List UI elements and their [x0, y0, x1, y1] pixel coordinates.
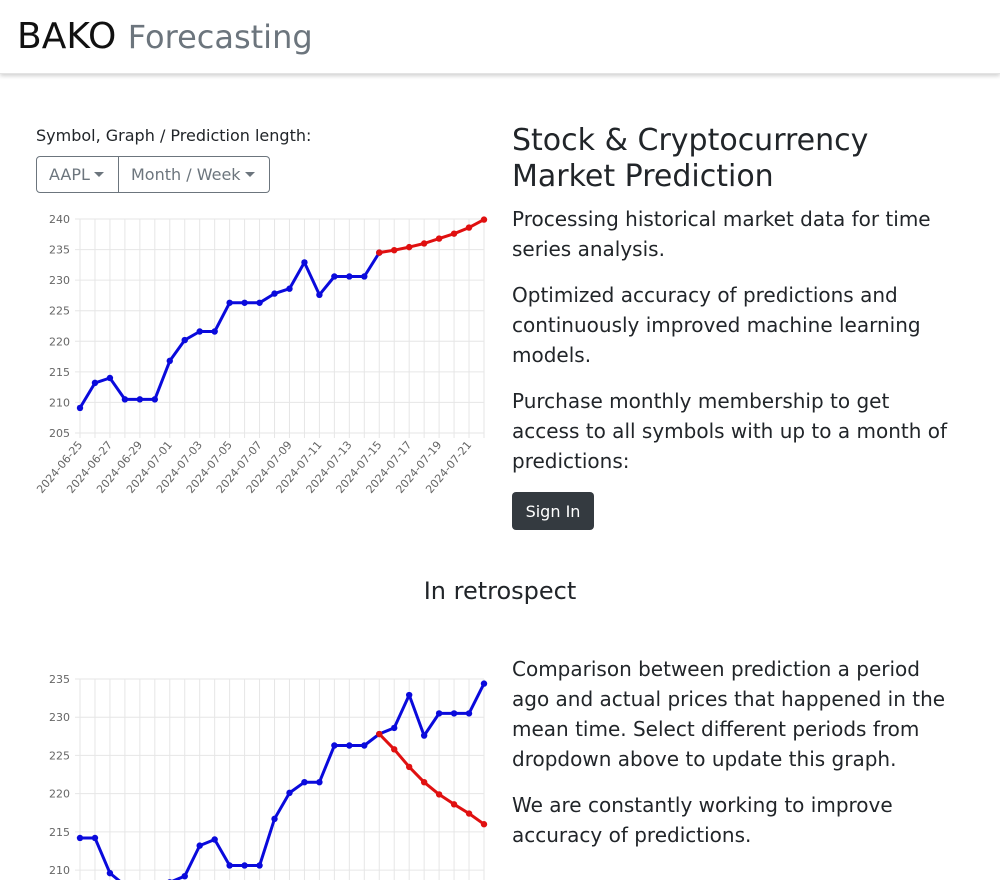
hero-paragraph-3: Purchase monthly membership to get acces… [512, 389, 948, 473]
controls-button-group: AAPL Month / Week [36, 156, 270, 193]
data-point [286, 789, 293, 797]
retrospect-chart: 210 215 220 225 230 235 [49, 673, 488, 880]
data-point [346, 742, 353, 749]
data-point [465, 810, 473, 817]
y-tick-label: 205 [49, 427, 70, 440]
data-point [480, 216, 488, 223]
y-tick-label: 225 [49, 305, 70, 318]
data-point [420, 732, 428, 739]
y-tick-label: 235 [49, 673, 70, 686]
data-point [346, 273, 353, 280]
data-point [241, 299, 248, 306]
data-point [271, 290, 278, 297]
forecast-chart: 2052102152202252302352402024-06-252024-0… [34, 213, 488, 496]
navbar: BAKO Forecasting [0, 0, 1000, 74]
data-point [76, 834, 84, 842]
caret-down-icon [244, 172, 255, 177]
data-point [226, 862, 233, 869]
data-point [405, 691, 413, 699]
data-point [256, 862, 263, 869]
brand-logo[interactable]: BAKO Forecasting [17, 16, 313, 58]
data-point [181, 872, 188, 880]
data-point [241, 862, 248, 869]
data-point [465, 224, 473, 231]
data-point [271, 815, 278, 823]
data-point [420, 240, 428, 247]
hero-paragraph-2: Optimized accuracy of predictions and co… [512, 283, 921, 367]
data-point [136, 396, 144, 403]
brand-name: BAKO [17, 16, 117, 57]
period-dropdown-label: Month / Week [131, 165, 241, 184]
data-point [376, 249, 383, 256]
hero-title: Stock & Cryptocurrency Market Prediction [512, 123, 869, 194]
data-point [450, 801, 458, 808]
y-tick-label: 240 [49, 213, 70, 226]
controls-label: Symbol, Graph / Prediction length: [36, 126, 312, 145]
y-tick-label: 210 [49, 396, 70, 409]
data-point [391, 246, 398, 254]
data-point [76, 404, 84, 412]
data-point [361, 273, 368, 280]
y-tick-label: 220 [49, 788, 70, 801]
data-point [121, 396, 129, 403]
data-point [151, 396, 159, 403]
data-point [450, 710, 458, 717]
data-point [316, 291, 323, 299]
data-point [196, 842, 203, 849]
data-point [420, 778, 428, 786]
data-point [391, 746, 398, 753]
data-point [211, 836, 218, 843]
y-tick-label: 225 [49, 749, 70, 762]
y-tick-label: 210 [49, 864, 70, 877]
symbol-dropdown-label: AAPL [49, 165, 90, 184]
data-point [226, 299, 233, 306]
data-point [405, 243, 413, 251]
data-point [91, 379, 99, 387]
symbol-dropdown[interactable]: AAPL [36, 156, 119, 193]
y-tick-label: 215 [49, 366, 70, 379]
data-point [256, 299, 263, 306]
period-dropdown[interactable]: Month / Week [119, 156, 270, 193]
y-tick-label: 215 [49, 826, 70, 839]
caret-down-icon [93, 172, 104, 177]
data-point [106, 869, 114, 877]
data-point [435, 710, 443, 717]
data-point [361, 742, 368, 749]
data-point [331, 742, 338, 749]
data-point [405, 763, 413, 771]
brand-suffix: Forecasting [127, 18, 313, 56]
data-point [211, 328, 218, 335]
data-point [196, 328, 203, 335]
data-point [286, 285, 293, 292]
data-point [331, 273, 338, 280]
series-line [80, 682, 486, 880]
data-point [166, 357, 173, 365]
data-point [480, 821, 488, 828]
data-point [465, 710, 473, 717]
sign-in-button[interactable]: Sign In [512, 492, 594, 530]
y-tick-label: 230 [49, 711, 70, 724]
data-point [301, 778, 308, 786]
retrospect-paragraph-1: Comparison between prediction a period a… [512, 657, 946, 771]
data-point [106, 374, 114, 382]
data-point [450, 230, 458, 237]
y-tick-label: 235 [49, 244, 70, 257]
data-point [435, 791, 443, 798]
data-point [91, 834, 99, 842]
data-point [480, 680, 488, 687]
data-point [181, 336, 188, 344]
data-point [316, 778, 323, 786]
data-point [391, 724, 398, 732]
retrospect-title: In retrospect [423, 577, 577, 605]
data-point [301, 259, 308, 266]
hero-paragraph-1: Processing historical market data for ti… [512, 207, 931, 261]
retrospect-paragraph-2: We are constantly working to improve acc… [512, 793, 893, 847]
data-point [376, 730, 383, 738]
data-point [435, 235, 443, 242]
y-tick-label: 230 [49, 274, 70, 287]
y-tick-label: 220 [49, 335, 70, 348]
